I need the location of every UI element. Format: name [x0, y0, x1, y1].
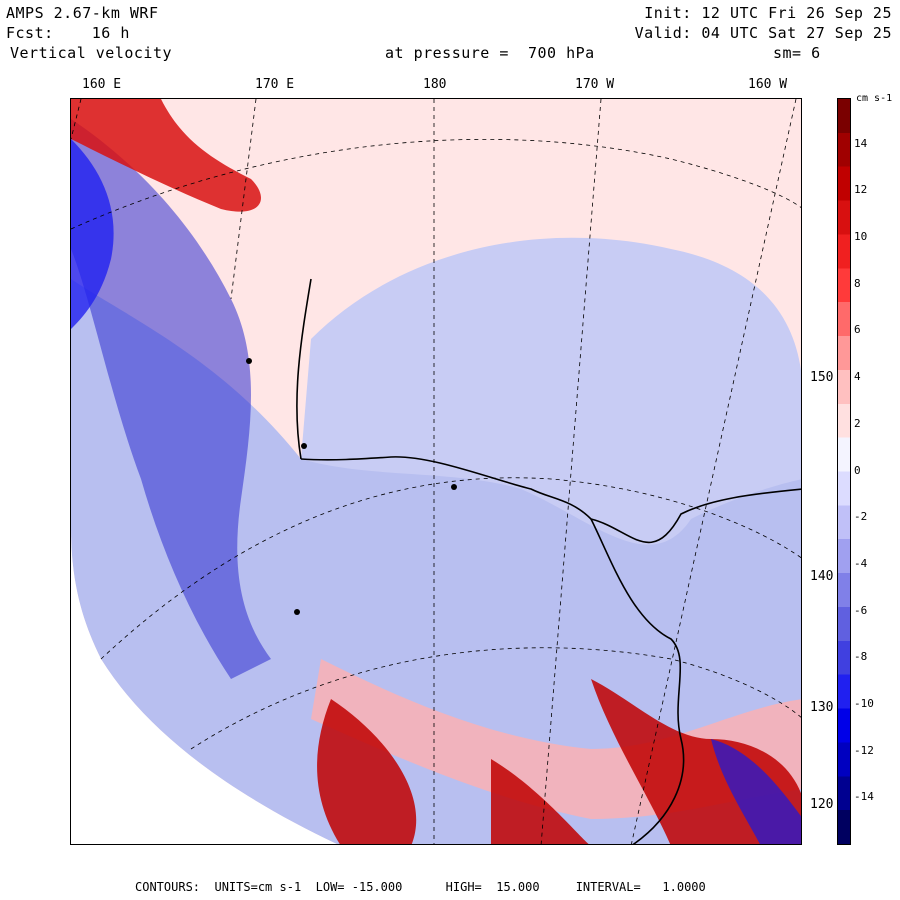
colorbar-tick: -10: [854, 696, 874, 710]
colorbar: [837, 98, 851, 845]
map-canvas: [71, 99, 801, 844]
valid-time: Valid: 04 UTC Sat 27 Sep 25: [634, 24, 892, 42]
vertical-velocity-map: [70, 98, 802, 845]
smoothing-label: sm= 6: [773, 44, 821, 62]
colorbar-tick: -8: [854, 650, 868, 664]
graticule: [71, 99, 801, 844]
colorbar-tick: -6: [854, 603, 868, 617]
colorbar-tick: 4: [854, 370, 861, 384]
colorbar-tick: 10: [854, 230, 868, 244]
downdraft-core-marie-byrd: [711, 739, 801, 844]
colorbar-tick: -14: [854, 790, 874, 804]
lon-label-170w: 170 W: [575, 77, 615, 92]
model-title: AMPS 2.67-km WRF: [6, 4, 159, 22]
updraft-core-victoria-land: [71, 99, 261, 212]
colorbar-units: cm s-1: [856, 93, 893, 104]
updraft-core-marie-byrd: [317, 679, 801, 844]
colorbar-tick: -12: [854, 743, 874, 757]
colorbar-tick: -4: [854, 556, 868, 570]
field-name: Vertical velocity: [10, 44, 173, 62]
colorbar-tick: -2: [854, 510, 868, 524]
lon-label-180: 180: [423, 77, 447, 92]
colorbar-tick: 6: [854, 323, 861, 337]
lon-label-160w: 160 W: [748, 77, 788, 92]
colorbar-tick: 12: [854, 183, 868, 197]
lon-label-160e: 160 E: [82, 77, 122, 92]
lon-label-170e: 170 E: [255, 77, 295, 92]
coastline: [296, 278, 801, 844]
colorbar-tick: 0: [854, 463, 861, 477]
forecast-hour: Fcst: 16 h: [6, 24, 130, 42]
transantarctic-mountains: [71, 119, 271, 679]
contour-info: CONTOURS: UNITS=cm s-1 LOW= -15.000 HIGH…: [135, 880, 706, 894]
station-markers: [246, 358, 457, 615]
ross-ice-shelf: [301, 237, 801, 589]
colorbar-tick: 14: [854, 136, 868, 150]
downdraft-core-victoria-land: [71, 139, 114, 329]
init-time: Init: 12 UTC Fri 26 Sep 25: [644, 4, 892, 22]
colorbar-tick: 8: [854, 276, 861, 290]
colorbar-tick: 2: [854, 416, 861, 430]
pressure-level: at pressure = 700 hPa: [385, 44, 595, 62]
